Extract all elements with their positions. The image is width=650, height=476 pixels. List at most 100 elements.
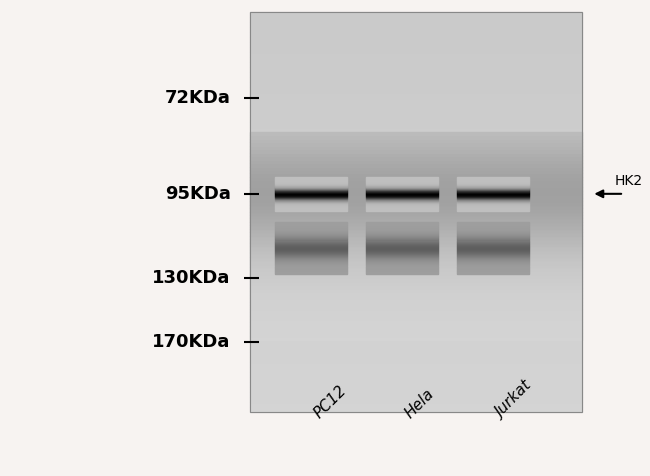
Bar xyxy=(250,182,582,187)
Bar xyxy=(457,181,528,182)
Bar xyxy=(366,188,437,189)
Bar xyxy=(366,273,437,274)
Bar xyxy=(250,239,582,243)
Text: Jurkat: Jurkat xyxy=(493,379,535,421)
Bar xyxy=(457,232,528,233)
Bar xyxy=(366,245,437,246)
Bar xyxy=(275,232,346,233)
Bar xyxy=(250,142,582,147)
Bar xyxy=(250,62,582,67)
Bar xyxy=(457,273,528,274)
Bar xyxy=(250,207,582,212)
Bar xyxy=(250,97,582,102)
Bar xyxy=(250,312,582,317)
Bar xyxy=(250,236,582,239)
Bar xyxy=(275,196,346,197)
Bar xyxy=(250,246,582,250)
Text: PC12: PC12 xyxy=(311,383,349,421)
Bar xyxy=(250,312,582,316)
Bar xyxy=(275,260,346,261)
Bar xyxy=(457,194,528,195)
Bar xyxy=(366,246,437,247)
Bar xyxy=(250,132,582,135)
Bar xyxy=(457,243,528,244)
Bar xyxy=(250,27,582,32)
Bar xyxy=(366,197,437,198)
Bar xyxy=(366,204,437,205)
Bar xyxy=(275,188,346,189)
Bar xyxy=(250,147,582,152)
Bar xyxy=(457,203,528,204)
Bar xyxy=(366,225,437,226)
Bar xyxy=(275,223,346,224)
Bar xyxy=(457,266,528,267)
Bar xyxy=(250,82,582,87)
Bar xyxy=(275,250,346,251)
Bar xyxy=(250,167,582,170)
Bar xyxy=(275,203,346,204)
Bar xyxy=(250,177,582,180)
Bar xyxy=(457,225,528,226)
Bar xyxy=(275,258,346,259)
Bar xyxy=(457,252,528,253)
Bar xyxy=(250,347,582,352)
Bar xyxy=(250,87,582,92)
Bar xyxy=(250,287,582,292)
Bar xyxy=(366,205,437,206)
Bar xyxy=(366,235,437,237)
Bar xyxy=(250,194,582,198)
Bar xyxy=(457,226,528,227)
Bar xyxy=(250,149,582,153)
Bar xyxy=(275,272,346,273)
Bar xyxy=(457,186,528,187)
Bar xyxy=(275,263,346,265)
Bar xyxy=(366,198,437,199)
Bar xyxy=(250,173,582,177)
Bar xyxy=(250,37,582,42)
Bar xyxy=(250,47,582,52)
Bar xyxy=(275,197,346,198)
Bar xyxy=(457,189,528,190)
Bar xyxy=(457,205,528,206)
Text: 72KDa: 72KDa xyxy=(165,89,231,107)
Bar xyxy=(250,282,582,287)
Bar xyxy=(366,255,437,256)
Bar xyxy=(250,291,582,295)
Bar xyxy=(457,230,528,231)
Bar xyxy=(250,192,582,197)
Bar xyxy=(457,223,528,224)
Bar xyxy=(250,402,582,407)
Bar xyxy=(366,244,437,245)
Bar xyxy=(275,193,346,194)
Bar xyxy=(457,195,528,196)
Bar xyxy=(250,305,582,308)
Bar xyxy=(250,247,582,252)
Bar xyxy=(366,223,437,224)
Bar xyxy=(250,17,582,22)
Bar xyxy=(366,207,437,208)
Bar xyxy=(250,260,582,264)
Bar xyxy=(275,257,346,258)
Bar xyxy=(366,227,437,228)
Bar xyxy=(275,245,346,246)
Bar xyxy=(250,77,582,82)
Bar xyxy=(366,196,437,197)
Bar xyxy=(250,153,582,156)
Bar xyxy=(366,191,437,192)
Bar xyxy=(275,231,346,232)
Bar xyxy=(366,190,437,191)
Bar xyxy=(250,226,582,229)
Bar xyxy=(275,192,346,193)
Bar xyxy=(275,228,346,229)
Bar xyxy=(250,52,582,57)
Bar xyxy=(250,267,582,270)
Bar xyxy=(250,292,582,297)
Bar xyxy=(275,239,346,240)
Bar xyxy=(275,249,346,250)
Bar xyxy=(457,237,528,238)
Bar xyxy=(275,191,346,192)
Bar xyxy=(275,208,346,209)
Bar xyxy=(366,222,437,223)
Bar xyxy=(250,215,582,218)
Bar xyxy=(457,187,528,188)
